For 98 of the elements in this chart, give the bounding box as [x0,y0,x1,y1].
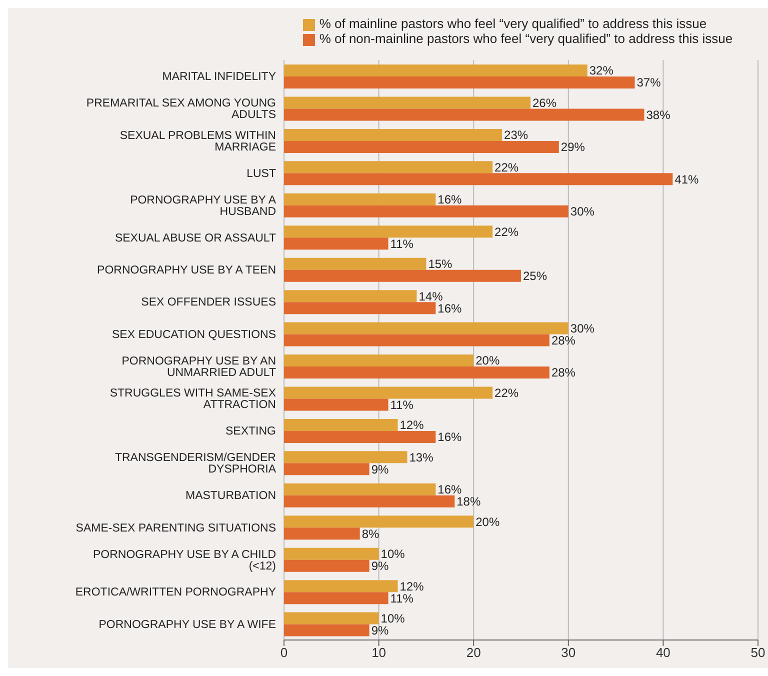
bar [284,140,559,153]
y-tick-label: PORNOGRAPHY USE BY A WIFE [98,618,276,631]
y-tick-label: TRANSGENDERISM/GENDER DYSPHORIA [114,452,276,476]
data-label: 9% [371,559,389,574]
data-label: 37% [636,76,662,90]
data-label: 10% [380,611,406,626]
bar [284,302,436,314]
bar [284,270,521,282]
bar [284,495,455,508]
data-label: 11% [390,591,414,606]
bar [284,205,568,218]
bar [284,592,388,604]
data-label: 29% [560,140,586,154]
bar [284,398,388,411]
y-tick-label: SAME-SEX PARENTING SITUATIONS [76,522,276,534]
bar [284,193,436,206]
y-tick-label: PORNOGRAPHY USE BY A TEEN [97,264,276,277]
bar [284,238,388,250]
bar [284,354,474,367]
data-label: 14% [418,289,444,304]
bar [284,528,360,540]
y-tick-label: SEXUAL PROBLEMS WITHIN MARRIAGE [120,130,276,154]
bar [284,612,379,624]
legend-label: % of mainline pastors who feel “very qualified” to address this issue [319,16,707,31]
bar [284,548,379,560]
y-tick-label: SEXUAL ABUSE OR ASSAULT [114,232,276,244]
bar [284,258,426,270]
y-tick-label: PORNOGRAPHY USE BY AN UNMARRIED ADULT [122,355,276,379]
bar [284,516,474,528]
y-tick-label: MARITAL INFIDELITY [162,71,276,84]
data-label: 23% [504,128,528,142]
y-tick-label: SEX OFFENDER ISSUES [141,296,276,309]
y-tick-label: PORNOGRAPHY USE BY A HUSBAND [130,194,276,218]
bar [284,560,370,572]
data-label: 32% [589,64,614,78]
bar [284,64,588,77]
bar [284,451,408,464]
bar [284,430,436,443]
y-tick-label: EROTICA/WRITTEN PORNOGRAPHY [75,586,276,599]
data-label: 25% [523,269,548,284]
bar [284,334,550,346]
y-tick-label: PORNOGRAPHY USE BY A CHILD (<12) [93,548,276,572]
bar [284,580,398,592]
data-label: 26% [532,96,557,110]
y-tick-label: MASTURBATION [185,490,276,502]
bar [284,226,493,238]
data-label: 9% [371,462,389,476]
bar [284,128,502,141]
data-label: 15% [428,257,453,272]
x-tick-label: 0 [280,645,288,660]
data-label: 9% [371,623,389,638]
data-label: 30% [570,321,595,336]
y-tick-label: PREMARITAL SEX AMONG YOUNG ADULTS [86,98,276,122]
data-label: 20% [476,354,500,368]
data-label: 16% [438,482,462,497]
data-label: 16% [438,430,462,444]
legend-label: % of non-mainline pastors who feel “very qualified” to address this issue [319,31,733,46]
data-label: 28% [551,366,576,380]
data-label: 10% [380,547,406,562]
x-tick-label: 10 [372,645,386,660]
x-tick-label: 40 [656,645,670,660]
x-tick-label: 50 [750,645,766,660]
y-tick-label: SEXTING [226,426,276,438]
data-label: 22% [494,160,519,174]
bar [284,290,417,302]
data-label: 38% [646,108,671,122]
data-label: 12% [400,579,424,594]
bar [284,418,398,431]
bar [284,161,493,174]
bar [284,96,530,109]
data-label: 12% [400,418,424,432]
y-tick-label: LUST [246,168,276,180]
bar [284,624,370,636]
data-label: 22% [494,386,519,400]
data-label: 11% [390,236,414,251]
y-tick-label: STRUGGLES WITH SAME-SEX ATTRACTION [110,388,276,412]
x-tick-label: 20 [466,645,481,660]
data-label: 41% [674,172,700,186]
x-tick-label: 30 [561,645,576,660]
bar [284,173,673,186]
data-label: 8% [362,526,380,541]
data-label: 20% [476,514,500,529]
bar [284,108,644,121]
y-tick-label: SEX EDUCATION QUESTIONS [112,328,276,341]
data-label: 18% [456,494,481,509]
data-label: 28% [551,333,576,348]
data-label: 16% [438,301,462,316]
bar [284,386,493,399]
data-label: 13% [409,450,434,464]
data-label: 30% [570,204,595,219]
data-label: 11% [390,398,414,412]
bar [284,483,436,496]
bar [284,463,370,476]
bar [284,76,635,89]
data-label: 16% [438,192,462,207]
bar [284,366,550,379]
data-label: 22% [494,224,519,239]
bar [284,322,568,334]
